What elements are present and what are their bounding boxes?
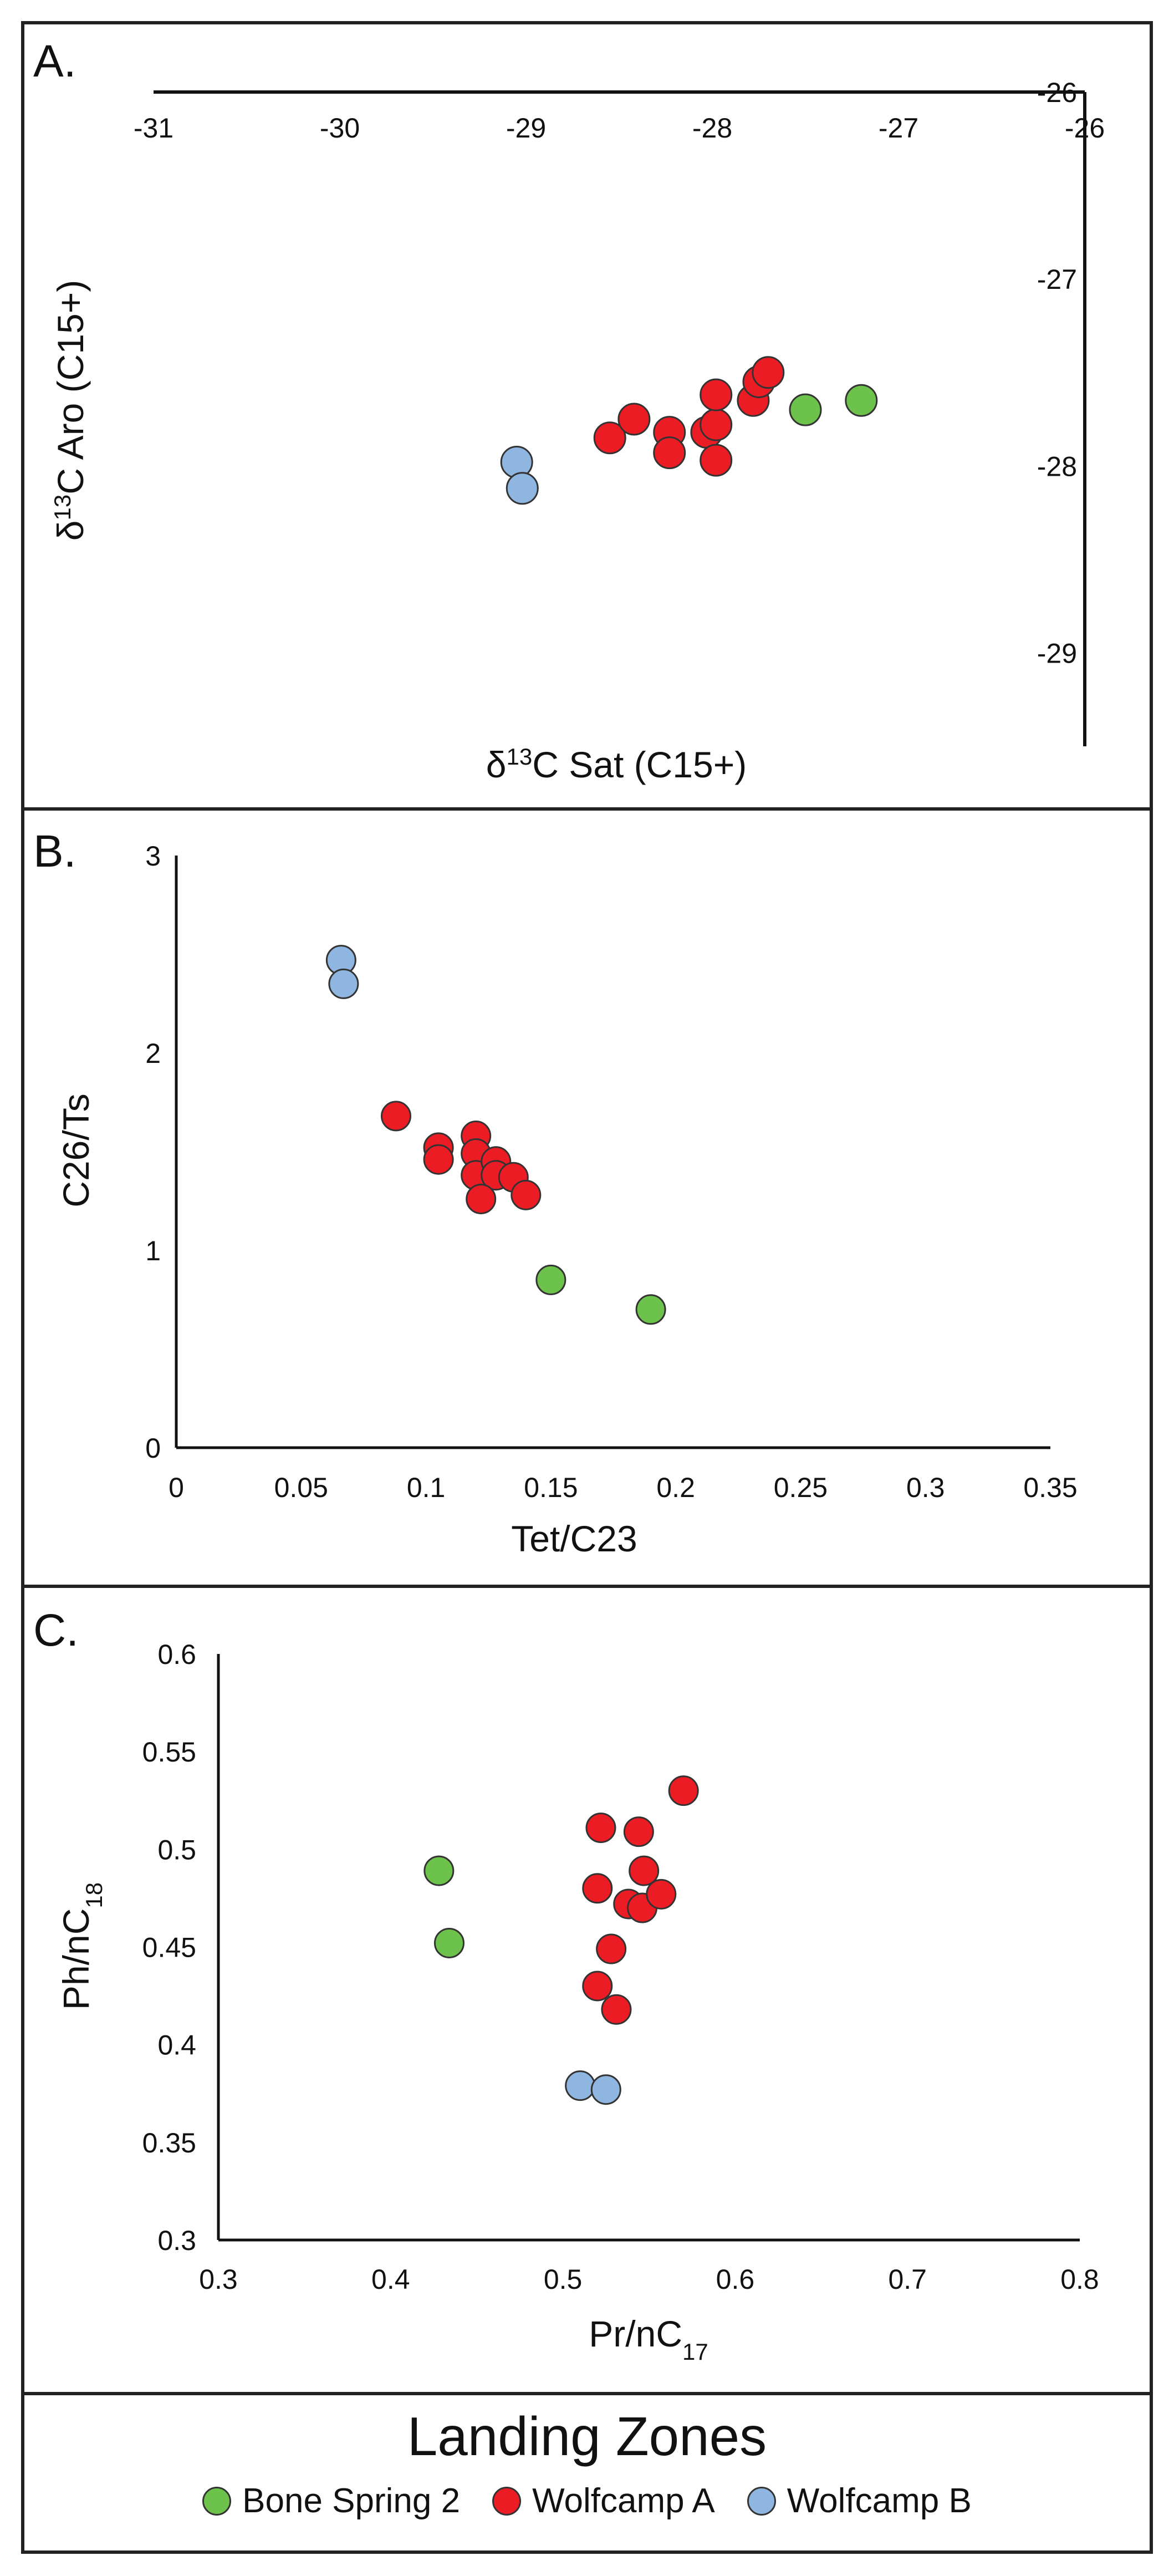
point-a-wolfcamp-a-10 [752, 356, 785, 389]
point-c-wolfcamp-a-2 [623, 1816, 654, 1847]
point-c-bone-spring-2-0 [423, 1855, 455, 1886]
point-c-wolfcamp-a-10 [601, 1994, 632, 2025]
panel-b-y-tick-1: 1 [145, 1235, 161, 1266]
point-b-wolfcamp-b-1 [328, 968, 359, 999]
panel-c-y-tick-0-4: 0.4 [157, 2030, 196, 2061]
legend-label-wolfcamp-a: Wolfcamp A [532, 2482, 715, 2520]
point-b-wolfcamp-a-10 [511, 1179, 542, 1210]
point-c-wolfcamp-a-9 [582, 1971, 613, 2002]
point-c-wolfcamp-a-3 [629, 1855, 660, 1886]
panel-c-y-tick-0-3: 0.3 [157, 2225, 196, 2256]
panel-c-x-tick-0-6: 0.6 [716, 2264, 755, 2295]
panel-c-label: C. [33, 1605, 79, 1656]
legend-items: Bone Spring 2 Wolfcamp A Wolfcamp B [21, 2481, 1153, 2521]
panel-a-x-tick-29: -29 [506, 113, 546, 144]
point-a-wolfcamp-a-1 [617, 403, 651, 436]
panel-a-y-tick-26: -26 [1037, 77, 1077, 108]
panel-a-x-axis-label: δ13C Sat (C15+) [486, 744, 747, 786]
panel-b-y-tick-2: 2 [145, 1038, 161, 1069]
panel-c-x-tick-0-3: 0.3 [199, 2264, 238, 2295]
panel-a-y-tick-27: -27 [1037, 264, 1077, 295]
panel-c-x-tick-0-8: 0.8 [1060, 2264, 1099, 2295]
panel-c-x-tick-0-7: 0.7 [888, 2264, 927, 2295]
point-a-wolfcamp-a-5 [700, 408, 733, 441]
panel-c-y-tick-0-45: 0.45 [142, 1932, 196, 1963]
panel-b-x-tick-0-2: 0.2 [656, 1472, 695, 1503]
panel-c-y-axis-label: Ph/nC18 [55, 1882, 107, 2010]
legend-marker-wolfcamp-a [492, 2486, 522, 2516]
point-c-wolfcamp-b-1 [590, 2074, 621, 2105]
panel-b-x-tick-0-15: 0.15 [524, 1472, 578, 1503]
panel-a-label: A. [33, 36, 76, 86]
panel-c-y-tick-0-35: 0.35 [142, 2127, 196, 2158]
panel-a-x-tick-31: -31 [134, 113, 173, 144]
point-a-wolfcamp-b-1 [506, 472, 539, 505]
point-c-bone-spring-2-1 [433, 1927, 465, 1958]
panel-b-y-tick-0: 0 [145, 1433, 161, 1464]
point-b-wolfcamp-a-0 [381, 1101, 412, 1132]
panel-c-y-tick-0-5: 0.5 [157, 1834, 196, 1865]
panel-b-y-axis-label: C26/Ts [55, 1093, 96, 1207]
panel-b-x-tick-0-1: 0.1 [407, 1472, 446, 1503]
panel-c-y-tick-0-55: 0.55 [142, 1737, 196, 1768]
point-c-wolfcamp-a-7 [646, 1878, 677, 1910]
legend-title: Landing Zones [407, 2406, 767, 2467]
panel-a-y-tick-29: -29 [1037, 638, 1077, 669]
legend-item-bone-spring-2: Bone Spring 2 [202, 2481, 460, 2521]
legend-marker-bone-spring-2 [202, 2486, 232, 2516]
point-c-wolfcamp-a-0 [668, 1775, 699, 1806]
point-b-bone-spring-2-0 [535, 1264, 566, 1295]
panel-c-x-axis-label: Pr/nC17 [589, 2313, 708, 2365]
point-c-wolfcamp-a-1 [585, 1813, 616, 1844]
panel-b-x-tick-0-3: 0.3 [906, 1472, 945, 1503]
panel-b-x-tick-0-05: 0.05 [274, 1472, 328, 1503]
panel-b-x-tick-0-35: 0.35 [1023, 1472, 1077, 1503]
point-a-bone-spring-2-0 [789, 393, 822, 426]
legend-label-wolfcamp-b: Wolfcamp B [787, 2482, 972, 2520]
panel-b-x-tick-0: 0 [169, 1472, 184, 1503]
legend-marker-wolfcamp-b [747, 2486, 776, 2516]
panel-a-x-tick-28: -28 [692, 113, 732, 144]
point-b-wolfcamp-a-2 [423, 1144, 454, 1175]
point-a-bone-spring-2-1 [845, 384, 878, 417]
legend-item-wolfcamp-a: Wolfcamp A [492, 2481, 715, 2521]
panel-b-x-tick-0-25: 0.25 [774, 1472, 828, 1503]
point-a-wolfcamp-a-3 [653, 436, 686, 470]
figure-frame [21, 21, 1153, 2554]
point-c-wolfcamp-b-0 [565, 2070, 596, 2101]
panel-a-x-tick-26: -26 [1065, 113, 1105, 144]
panel-divider-c-legend [21, 2392, 1153, 2395]
panel-b-label: B. [33, 826, 76, 877]
legend: Landing Zones Bone Spring 2 Wolfcamp A W… [21, 2395, 1153, 2550]
legend-label-bone-spring-2: Bone Spring 2 [242, 2482, 461, 2520]
panel-a-x-tick-30: -30 [320, 113, 360, 144]
legend-item-wolfcamp-b: Wolfcamp B [747, 2481, 972, 2521]
panel-a-y-axis-label: δ13C Aro (C15+) [49, 280, 91, 541]
panel-b-x-axis-label: Tet/C23 [511, 1518, 637, 1559]
panel-c-x-tick-0-5: 0.5 [544, 2264, 583, 2295]
point-b-wolfcamp-a-9 [466, 1183, 497, 1214]
panel-divider-a-b [21, 807, 1153, 811]
point-a-wolfcamp-a-6 [700, 378, 733, 411]
point-a-wolfcamp-a-7 [700, 444, 733, 477]
panel-c-y-tick-0-6: 0.6 [157, 1639, 196, 1670]
point-b-bone-spring-2-1 [635, 1294, 666, 1325]
point-c-wolfcamp-a-8 [596, 1933, 627, 1964]
panel-a-x-tick-27: -27 [879, 113, 918, 144]
panel-divider-b-c [21, 1585, 1153, 1588]
point-a-wolfcamp-a-0 [593, 421, 626, 455]
point-c-wolfcamp-a-4 [582, 1873, 613, 1904]
panel-a-y-tick-28: -28 [1037, 451, 1077, 482]
panel-c-x-tick-0-4: 0.4 [371, 2264, 410, 2295]
panel-b-y-tick-3: 3 [145, 841, 161, 872]
